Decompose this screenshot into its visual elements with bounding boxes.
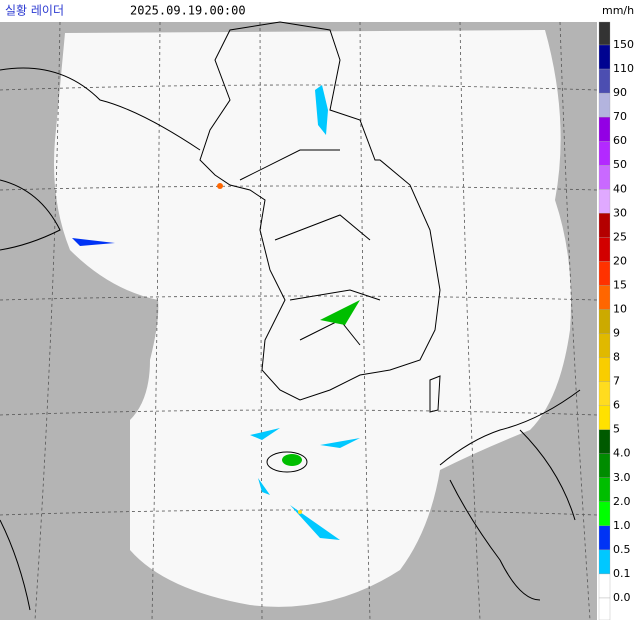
radar-echoes	[72, 85, 360, 540]
legend-label: 70	[613, 110, 627, 123]
legend-label: 3.0	[613, 471, 631, 484]
legend-swatch	[598, 357, 611, 382]
legend-label: 9	[613, 327, 620, 340]
radar-coverage	[54, 30, 571, 607]
legend-swatch	[598, 141, 611, 166]
legend-label: 0.5	[613, 543, 631, 556]
legend-label: 5	[613, 423, 620, 436]
legend-swatch	[598, 429, 611, 454]
legend-swatch	[598, 525, 611, 551]
legend-label: 150	[613, 38, 634, 51]
title: 실황 레이더	[5, 4, 64, 18]
coastlines	[0, 21, 581, 611]
legend-swatch	[598, 309, 611, 334]
legend-swatch	[598, 92, 611, 118]
legend-label: 0.0	[613, 591, 631, 604]
legend-swatch	[598, 549, 611, 575]
legend-label: 7	[613, 375, 620, 388]
legend-swatch	[598, 573, 611, 599]
legend-swatch	[598, 381, 611, 406]
legend-label: 30	[613, 206, 627, 219]
legend-swatch	[598, 44, 611, 70]
legend-label: 0.1	[613, 567, 631, 580]
legend-swatch	[598, 116, 611, 142]
legend-swatch	[598, 21, 611, 46]
legend-label: 60	[613, 134, 627, 147]
legend-label: 4.0	[613, 447, 631, 460]
legend-swatch	[598, 237, 611, 262]
legend-label: 1.0	[613, 519, 631, 532]
legend-label: 50	[613, 158, 627, 171]
legend-swatch	[598, 477, 611, 502]
legend-label: 10	[613, 302, 627, 315]
legend-swatch	[598, 165, 611, 190]
legend-swatch	[598, 213, 611, 238]
legend-swatch	[598, 453, 611, 478]
legend-swatch	[598, 189, 611, 214]
legend-swatch	[598, 285, 611, 310]
legend-label: 8	[613, 351, 620, 364]
legend-label: 25	[613, 230, 627, 243]
legend-label: 2.0	[613, 495, 631, 508]
legend-swatch	[598, 68, 611, 94]
legend-swatch	[598, 501, 611, 527]
legend-swatch	[598, 333, 611, 358]
legend-label: 40	[613, 182, 627, 195]
legend-swatch	[598, 597, 611, 620]
legend: 150 110 90 70 60 50 40 30 25 20 15 10 9 8 7 6 5 4.0 3.0 2.0…	[598, 21, 634, 620]
timestamp: 2025.09.19.00:00	[130, 4, 246, 18]
legend-label: 6	[613, 399, 620, 412]
legend-label: 110	[613, 62, 634, 75]
legend-label: 20	[613, 254, 627, 267]
legend-label: 15	[613, 278, 627, 291]
legend-label: 90	[613, 86, 627, 99]
unit: mm/h	[602, 4, 634, 17]
legend-swatch	[598, 261, 611, 286]
legend-swatch	[598, 405, 611, 430]
